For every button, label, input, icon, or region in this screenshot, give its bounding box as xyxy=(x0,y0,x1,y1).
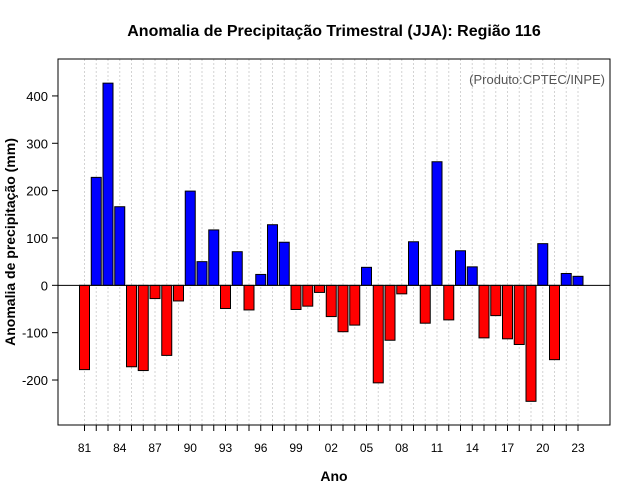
bar-2017 xyxy=(502,284,513,340)
bar-2010 xyxy=(419,284,431,324)
bar-2003 xyxy=(337,284,349,333)
y-tick-label: -100 xyxy=(22,326,48,341)
bar-2015 xyxy=(478,284,490,339)
x-tick-label: 87 xyxy=(148,441,162,455)
x-tick-label: 81 xyxy=(78,441,92,455)
bar-2004 xyxy=(349,284,361,326)
x-tick-label: 23 xyxy=(571,441,585,455)
y-axis: -200 -100 0 100 200 300 400 xyxy=(22,89,58,388)
x-tick-label: 20 xyxy=(536,441,550,455)
bar-2002 xyxy=(325,284,337,318)
x-tick-label: 14 xyxy=(466,441,480,455)
bar-layer xyxy=(79,82,584,402)
y-tick-label: 0 xyxy=(41,278,48,293)
bar-1994 xyxy=(231,251,243,286)
bar-2001 xyxy=(314,284,325,293)
bar-1992 xyxy=(208,229,220,286)
bar-1988 xyxy=(161,284,173,356)
bar-2022 xyxy=(560,272,572,286)
bar-2013 xyxy=(455,250,466,286)
bar-2011 xyxy=(431,161,443,286)
bar-2005 xyxy=(361,266,372,286)
bar-1984 xyxy=(114,206,126,286)
bar-1996 xyxy=(255,273,267,286)
bar-2021 xyxy=(549,284,560,361)
x-tick-label: 90 xyxy=(184,441,198,455)
bar-1995 xyxy=(243,284,255,311)
x-tick-label: 05 xyxy=(360,441,374,455)
x-axis: 81 84 87 90 93 96 99 02 05 08 11 14 17 20 23 xyxy=(78,425,585,455)
chart-title: Anomalia de Precipitação Trimestral (JJA… xyxy=(127,23,541,40)
source-annotation: (Produto:CPTEC/INPE) xyxy=(469,72,605,87)
bar-1993 xyxy=(220,284,231,310)
y-tick-label: -200 xyxy=(22,373,48,388)
bar-1987 xyxy=(149,284,161,300)
y-tick-label: 100 xyxy=(26,231,48,246)
plot-frame xyxy=(57,58,611,426)
bar-1982 xyxy=(90,176,102,286)
x-tick-label: 17 xyxy=(501,441,515,455)
x-tick-label: 08 xyxy=(395,441,409,455)
bar-1997 xyxy=(267,224,278,286)
bar-2008 xyxy=(396,284,408,295)
bar-2009 xyxy=(408,241,419,286)
bar-2020 xyxy=(537,243,549,286)
bar-2006 xyxy=(372,284,384,384)
bar-1998 xyxy=(278,241,290,286)
x-tick-label: 99 xyxy=(289,441,303,455)
bar-1981 xyxy=(79,284,90,371)
x-tick-label: 84 xyxy=(113,441,127,455)
y-axis-title: Anomalia de precipitação (mm) xyxy=(2,138,18,346)
bar-1991 xyxy=(196,261,208,286)
y-tick-label: 200 xyxy=(26,184,48,199)
bar-2018 xyxy=(513,284,525,346)
bar-2000 xyxy=(302,284,314,307)
x-tick-label: 96 xyxy=(254,441,268,455)
y-tick-label: 300 xyxy=(26,136,48,151)
x-tick-label: 93 xyxy=(219,441,233,455)
bar-1986 xyxy=(137,284,149,372)
bar-1985 xyxy=(126,284,137,368)
bar-1990 xyxy=(184,190,196,286)
bar-2007 xyxy=(384,284,396,341)
bar-2019 xyxy=(525,284,537,402)
bar-2023 xyxy=(572,275,584,286)
bar-1983 xyxy=(102,82,114,286)
x-axis-title: Ano xyxy=(320,468,347,484)
bar-2016 xyxy=(490,284,502,317)
y-tick-label: 400 xyxy=(26,89,48,104)
bar-1989 xyxy=(173,284,184,302)
bar-2012 xyxy=(443,284,455,321)
bar-2014 xyxy=(466,266,478,286)
x-tick-label: 11 xyxy=(431,441,444,455)
bar-1999 xyxy=(290,284,302,310)
x-tick-label: 02 xyxy=(325,441,339,455)
grid-layer xyxy=(84,59,579,425)
